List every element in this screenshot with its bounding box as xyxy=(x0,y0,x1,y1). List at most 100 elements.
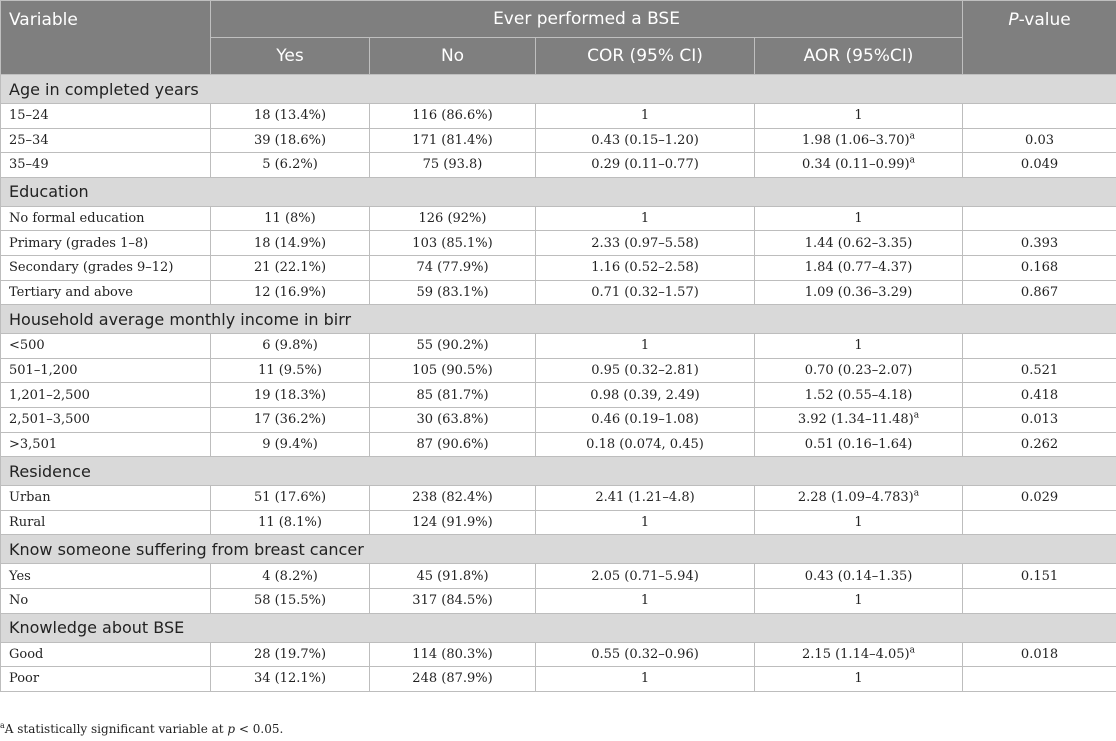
yes-cell: 28 (19.7%) xyxy=(210,641,370,668)
cor-cell: 1 xyxy=(535,587,755,614)
table-row: 1,201–2,500 19 (18.3%) 85 (81.7%) 0.98 (0.3… xyxy=(0,382,1116,408)
no-cell: 103 (85.1%) xyxy=(369,230,536,256)
cor-cell: 1 xyxy=(535,333,755,359)
no-cell: 87 (90.6%) xyxy=(369,431,536,458)
cor-cell: 2.41 (1.21–4.8) xyxy=(535,485,755,511)
row-label-cell: 1,201–2,500 xyxy=(0,382,211,408)
aor-value: 1.52 (0.55–4.18) xyxy=(804,387,913,403)
significance-mark: a xyxy=(913,489,920,500)
section-title: Residence xyxy=(0,456,1116,487)
section-row: Household average monthly income in birr xyxy=(0,304,1116,335)
pvalue-cell: 0.018 xyxy=(962,641,1116,668)
yes-cell: 34 (12.1%) xyxy=(210,666,370,692)
aor-value: 0.43 (0.14–1.35) xyxy=(804,568,913,584)
aor-value: 1.09 (0.36–3.29) xyxy=(804,284,913,300)
cor-cell: 0.43 (0.15–1.20) xyxy=(535,127,755,154)
pvalue-cell xyxy=(962,666,1116,692)
table-row: Good 28 (19.7%) 114 (80.3%) 0.55 (0.32–0.96… xyxy=(0,641,1116,668)
pvalue-cell: 0.049 xyxy=(962,152,1116,178)
aor-cell: 0.43 (0.14–1.35) xyxy=(753,563,964,589)
footnote: aA statistically significant variable at… xyxy=(0,722,284,737)
no-cell: 171 (81.4%) xyxy=(369,127,536,154)
no-cell: 85 (81.7%) xyxy=(369,382,536,408)
cor-cell: 0.46 (0.19–1.08) xyxy=(535,406,755,433)
aor-cell: 1.52 (0.55–4.18) xyxy=(753,382,964,408)
footnote-threshold: < 0.05. xyxy=(235,722,284,736)
pvalue-header-rest: -value xyxy=(1018,10,1071,30)
pvalue-cell xyxy=(962,103,1116,129)
section-title: Education xyxy=(0,176,1116,207)
aor-cell: 1 xyxy=(753,103,964,129)
aor-cell: 1 xyxy=(753,205,964,232)
no-cell: 30 (63.8%) xyxy=(369,406,536,433)
row-label-cell: Primary (grades 1–8) xyxy=(0,230,211,256)
row-label-cell: Urban xyxy=(0,485,211,511)
table-row: Poor 34 (12.1%) 248 (87.9%) 1 1 xyxy=(0,666,1116,692)
aor-column-header: AOR (95%CI) xyxy=(753,37,964,75)
bse-results-table: Variable Ever performed a BSE P-value Ye… xyxy=(0,0,1116,692)
table-row: Secondary (grades 9–12) 21 (22.1%) 74 (77.… xyxy=(0,254,1116,281)
aor-cell: 1.09 (0.36–3.29) xyxy=(753,279,964,306)
table-row: No formal education 11 (8%) 126 (92%) 1 1 xyxy=(0,205,1116,232)
section-title: Knowledge about BSE xyxy=(0,612,1116,643)
row-label-cell: 501–1,200 xyxy=(0,357,211,384)
row-label-cell: Secondary (grades 9–12) xyxy=(0,254,211,281)
aor-cell: 1 xyxy=(753,587,964,614)
aor-cell: 2.15 (1.14–4.05)a xyxy=(753,641,964,668)
table-row: >3,501 9 (9.4%) 87 (90.6%) 0.18 (0.074, 0.4… xyxy=(0,431,1116,458)
pvalue-cell: 0.867 xyxy=(962,279,1116,306)
yes-cell: 11 (9.5%) xyxy=(210,357,370,384)
group-header: Ever performed a BSE xyxy=(209,0,964,38)
cor-cell: 1 xyxy=(535,666,755,692)
cor-cell: 1.16 (0.52–2.58) xyxy=(535,254,755,281)
significance-mark: a xyxy=(913,410,920,421)
no-cell: 248 (87.9%) xyxy=(369,666,536,692)
pvalue-header-italic: P xyxy=(1008,10,1019,30)
no-cell: 126 (92%) xyxy=(369,205,536,232)
cor-cell: 2.33 (0.97–5.58) xyxy=(535,230,755,256)
yes-cell: 21 (22.1%) xyxy=(210,254,370,281)
pvalue-cell: 0.393 xyxy=(962,230,1116,256)
yes-cell: 39 (18.6%) xyxy=(210,127,370,154)
significance-mark: a xyxy=(909,645,916,656)
aor-cell: 1.98 (1.06–3.70)a xyxy=(753,127,964,154)
pvalue-cell: 0.262 xyxy=(962,431,1116,458)
pvalue-cell: 0.029 xyxy=(962,485,1116,511)
yes-cell: 18 (13.4%) xyxy=(210,103,370,129)
aor-value: 1 xyxy=(854,108,863,124)
section-title: Household average monthly income in birr xyxy=(0,304,1116,335)
table-row: Urban 51 (17.6%) 238 (82.4%) 2.41 (1.21–4.8… xyxy=(0,485,1116,511)
aor-value: 1.44 (0.62–3.35) xyxy=(804,235,913,251)
pvalue-cell: 0.151 xyxy=(962,563,1116,589)
pvalue-cell xyxy=(962,587,1116,614)
cor-cell: 0.29 (0.11–0.77) xyxy=(535,152,755,178)
yes-cell: 5 (6.2%) xyxy=(210,152,370,178)
pvalue-cell: 0.03 xyxy=(962,127,1116,154)
cor-cell: 0.71 (0.32–1.57) xyxy=(535,279,755,306)
table-body: Age in completed years 15–24 18 (13.4%) 116… xyxy=(0,74,1116,692)
row-label-cell: Tertiary and above xyxy=(0,279,211,306)
yes-cell: 12 (16.9%) xyxy=(210,279,370,306)
table-row: Tertiary and above 12 (16.9%) 59 (83.1%) 0.… xyxy=(0,279,1116,306)
yes-cell: 4 (8.2%) xyxy=(210,563,370,589)
aor-cell: 0.70 (0.23–2.07) xyxy=(753,357,964,384)
row-label-cell: No xyxy=(0,587,211,614)
pvalue-cell xyxy=(962,333,1116,359)
table-row: 2,501–3,500 17 (36.2%) 30 (63.8%) 0.46 (0.1… xyxy=(0,406,1116,433)
no-cell: 114 (80.3%) xyxy=(369,641,536,668)
aor-value: 1 xyxy=(854,338,863,354)
row-label-cell: 35–49 xyxy=(0,152,211,178)
aor-value: 1.98 (1.06–3.70) xyxy=(802,132,910,148)
cor-cell: 0.95 (0.32–2.81) xyxy=(535,357,755,384)
footnote-text: A statistically significant variable at xyxy=(4,722,228,736)
row-label-cell: 2,501–3,500 xyxy=(0,406,211,433)
row-label-cell: Yes xyxy=(0,563,211,589)
pvalue-cell xyxy=(962,205,1116,232)
cor-cell: 0.98 (0.39, 2.49) xyxy=(535,382,755,408)
section-row: Know someone suffering from breast cance… xyxy=(0,534,1116,565)
aor-value: 1 xyxy=(854,211,863,227)
table-row: No 58 (15.5%) 317 (84.5%) 1 1 xyxy=(0,587,1116,614)
section-row: Residence xyxy=(0,456,1116,487)
no-cell: 238 (82.4%) xyxy=(369,485,536,511)
no-cell: 55 (90.2%) xyxy=(369,333,536,359)
